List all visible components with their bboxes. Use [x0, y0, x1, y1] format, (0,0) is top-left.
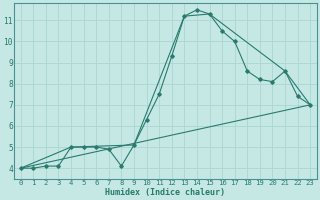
- X-axis label: Humidex (Indice chaleur): Humidex (Indice chaleur): [106, 188, 226, 197]
